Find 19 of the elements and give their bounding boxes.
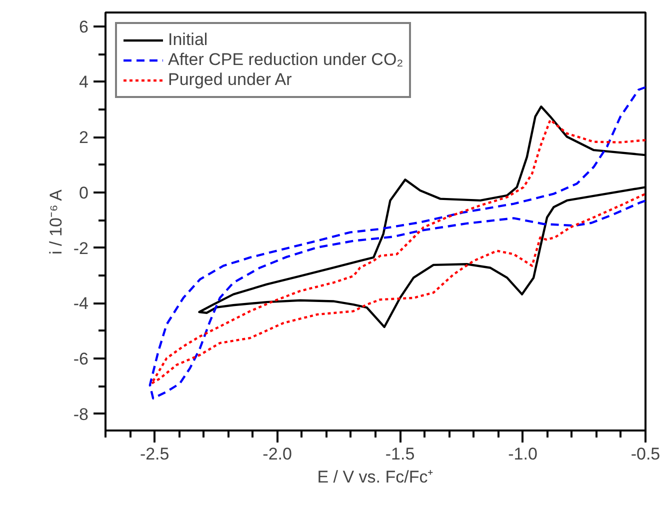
x-tick-label: -2.0 xyxy=(262,444,292,464)
legend-label: Initial xyxy=(168,30,208,50)
line-series xyxy=(150,118,646,385)
y-tick-label: 6 xyxy=(79,17,89,36)
y-tick-label: 0 xyxy=(79,183,89,202)
y-tick-label: 4 xyxy=(79,72,89,92)
x-tick-label: -1.0 xyxy=(508,444,538,464)
legend-label: Purged under Ar xyxy=(168,70,292,90)
x-tick-label: -1.5 xyxy=(385,444,415,464)
x-axis-title: E / V vs. Fc/Fc⁺ xyxy=(317,468,434,486)
y-tick-label: -2 xyxy=(73,238,89,258)
y-tick-label: -8 xyxy=(73,404,89,424)
legend-label: After CPE reduction under CO₂ xyxy=(168,50,404,70)
x-tick-label: -0.5 xyxy=(630,444,660,464)
y-tick-label: 2 xyxy=(79,128,89,148)
y-tick-label: -6 xyxy=(73,350,89,369)
y-axis-title: i / 10⁻⁶ A xyxy=(46,188,66,254)
x-tick-label: -2.5 xyxy=(140,444,170,464)
y-tick-label: -4 xyxy=(73,294,89,314)
